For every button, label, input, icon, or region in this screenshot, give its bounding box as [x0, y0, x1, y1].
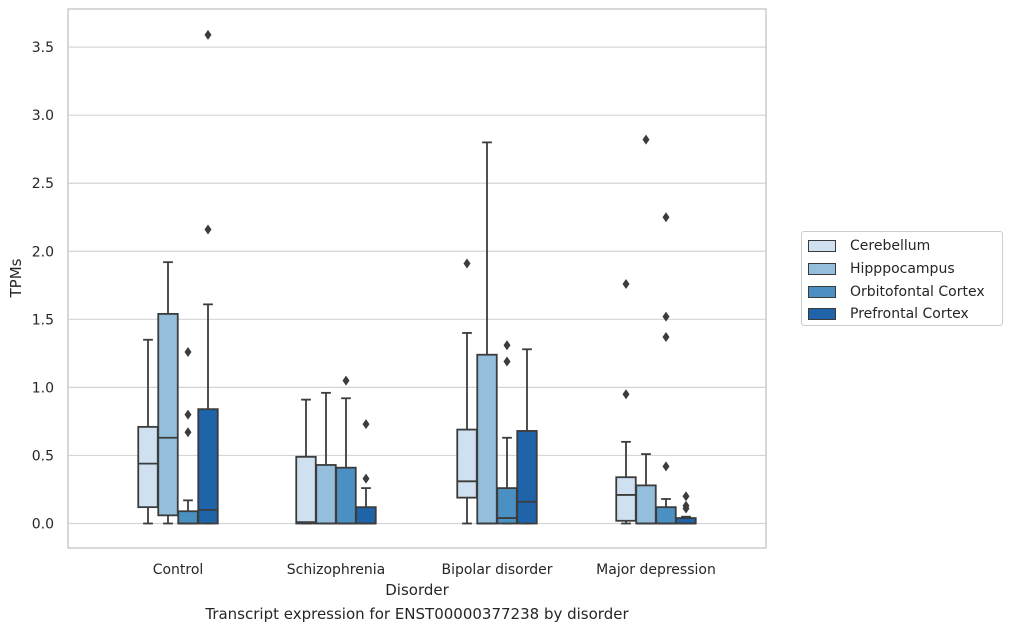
outlier-point: [642, 134, 650, 145]
box-3-2: [516, 348, 538, 525]
box-0-3: [615, 278, 637, 525]
box-iqr: [197, 408, 219, 525]
outlier-point: [362, 419, 370, 430]
legend-item: Prefrontal Cortex: [808, 303, 1002, 326]
box-iqr: [635, 484, 657, 525]
box-2-3: [655, 212, 677, 525]
x-tick-labels: Control Schizophrenia Bipolar disorder Majo…: [153, 562, 716, 578]
y-tick-label: 1.5: [32, 312, 54, 328]
box-iqr: [335, 466, 357, 525]
x-tick-label: Control: [153, 562, 204, 578]
outlier-point: [463, 258, 471, 269]
legend-item: Orbitofontal Cortex: [808, 280, 1002, 303]
y-tick-labels: 0.0 0.5 1.0 1.5 2.0 2.5 3.0 3.5: [32, 40, 54, 532]
box-iqr: [456, 428, 478, 499]
y-axis-title: TPMs: [7, 258, 25, 298]
box-1-2: [476, 141, 498, 525]
box-iqr: [177, 510, 199, 525]
box-iqr: [157, 312, 179, 517]
outlier-point: [362, 473, 370, 484]
outlier-point: [184, 409, 192, 420]
outlier-point: [662, 332, 670, 343]
grid-lines: [68, 46, 766, 525]
x-axis-title: Disorder: [385, 581, 449, 599]
box-iqr: [355, 506, 377, 525]
outlier-point: [503, 340, 511, 351]
legend-swatch-hippocampus: [808, 263, 836, 276]
outlier-point: [662, 311, 670, 322]
box-3-3: [675, 491, 697, 525]
chart-title: Transcript expression for ENST0000037723…: [205, 605, 629, 623]
outlier-point: [682, 500, 690, 511]
box-0-1: [295, 398, 317, 525]
x-tick-label: Bipolar disorder: [441, 562, 552, 578]
box-iqr: [295, 455, 317, 525]
y-tick-label: 3.5: [32, 40, 54, 56]
y-tick-label: 0.5: [32, 448, 54, 464]
y-tick-label: 2.0: [32, 244, 54, 260]
legend-swatch-cerebellum: [808, 240, 836, 253]
outlier-point: [622, 278, 630, 289]
box-3-1: [355, 419, 377, 525]
outlier-point: [662, 212, 670, 223]
box-iqr: [516, 430, 538, 525]
box-1-1: [315, 391, 337, 525]
legend-label: Prefrontal Cortex: [850, 306, 969, 323]
box-3-0: [197, 29, 219, 525]
outlier-point: [184, 427, 192, 438]
outlier-point: [204, 29, 212, 40]
box-1-3: [635, 134, 657, 525]
outlier-point: [503, 356, 511, 367]
y-tick-label: 1.0: [32, 380, 54, 396]
outlier-point: [184, 347, 192, 357]
y-tick-label: 2.5: [32, 176, 54, 192]
plot-frame: [67, 8, 767, 549]
box-groups: [137, 29, 697, 525]
legend-item: Hipppocampus: [808, 258, 1002, 281]
box-2-2: [496, 340, 518, 525]
legend: Cerebellum Hipppocampus Orbitofontal Cor…: [801, 231, 1003, 326]
legend-item: Cerebellum: [808, 235, 1002, 258]
legend-swatch-prefrontal: [808, 308, 836, 321]
box-0-0: [137, 338, 159, 525]
legend-swatch-orbitofrontal: [808, 285, 836, 298]
legend-label: Hipppocampus: [850, 261, 955, 278]
outlier-point: [682, 491, 690, 502]
legend-label: Orbitofontal Cortex: [850, 283, 985, 300]
box-iqr: [137, 425, 159, 509]
box-iqr: [476, 353, 498, 525]
x-tick-label: Schizophrenia: [287, 562, 385, 578]
box-0-2: [456, 258, 478, 525]
box-iqr: [315, 464, 337, 525]
outlier-point: [342, 375, 350, 386]
legend-label: Cerebellum: [850, 238, 931, 255]
box-2-0: [177, 347, 199, 525]
outlier-point: [622, 389, 630, 400]
outlier-point: [662, 461, 670, 472]
outlier-point: [204, 224, 212, 235]
y-tick-label: 0.0: [32, 517, 54, 533]
box-iqr: [615, 476, 637, 522]
box-1-0: [157, 261, 179, 525]
box-2-1: [335, 375, 357, 525]
x-tick-label: Major depression: [596, 562, 716, 578]
y-tick-label: 3.0: [32, 108, 54, 124]
box-iqr: [655, 506, 677, 525]
